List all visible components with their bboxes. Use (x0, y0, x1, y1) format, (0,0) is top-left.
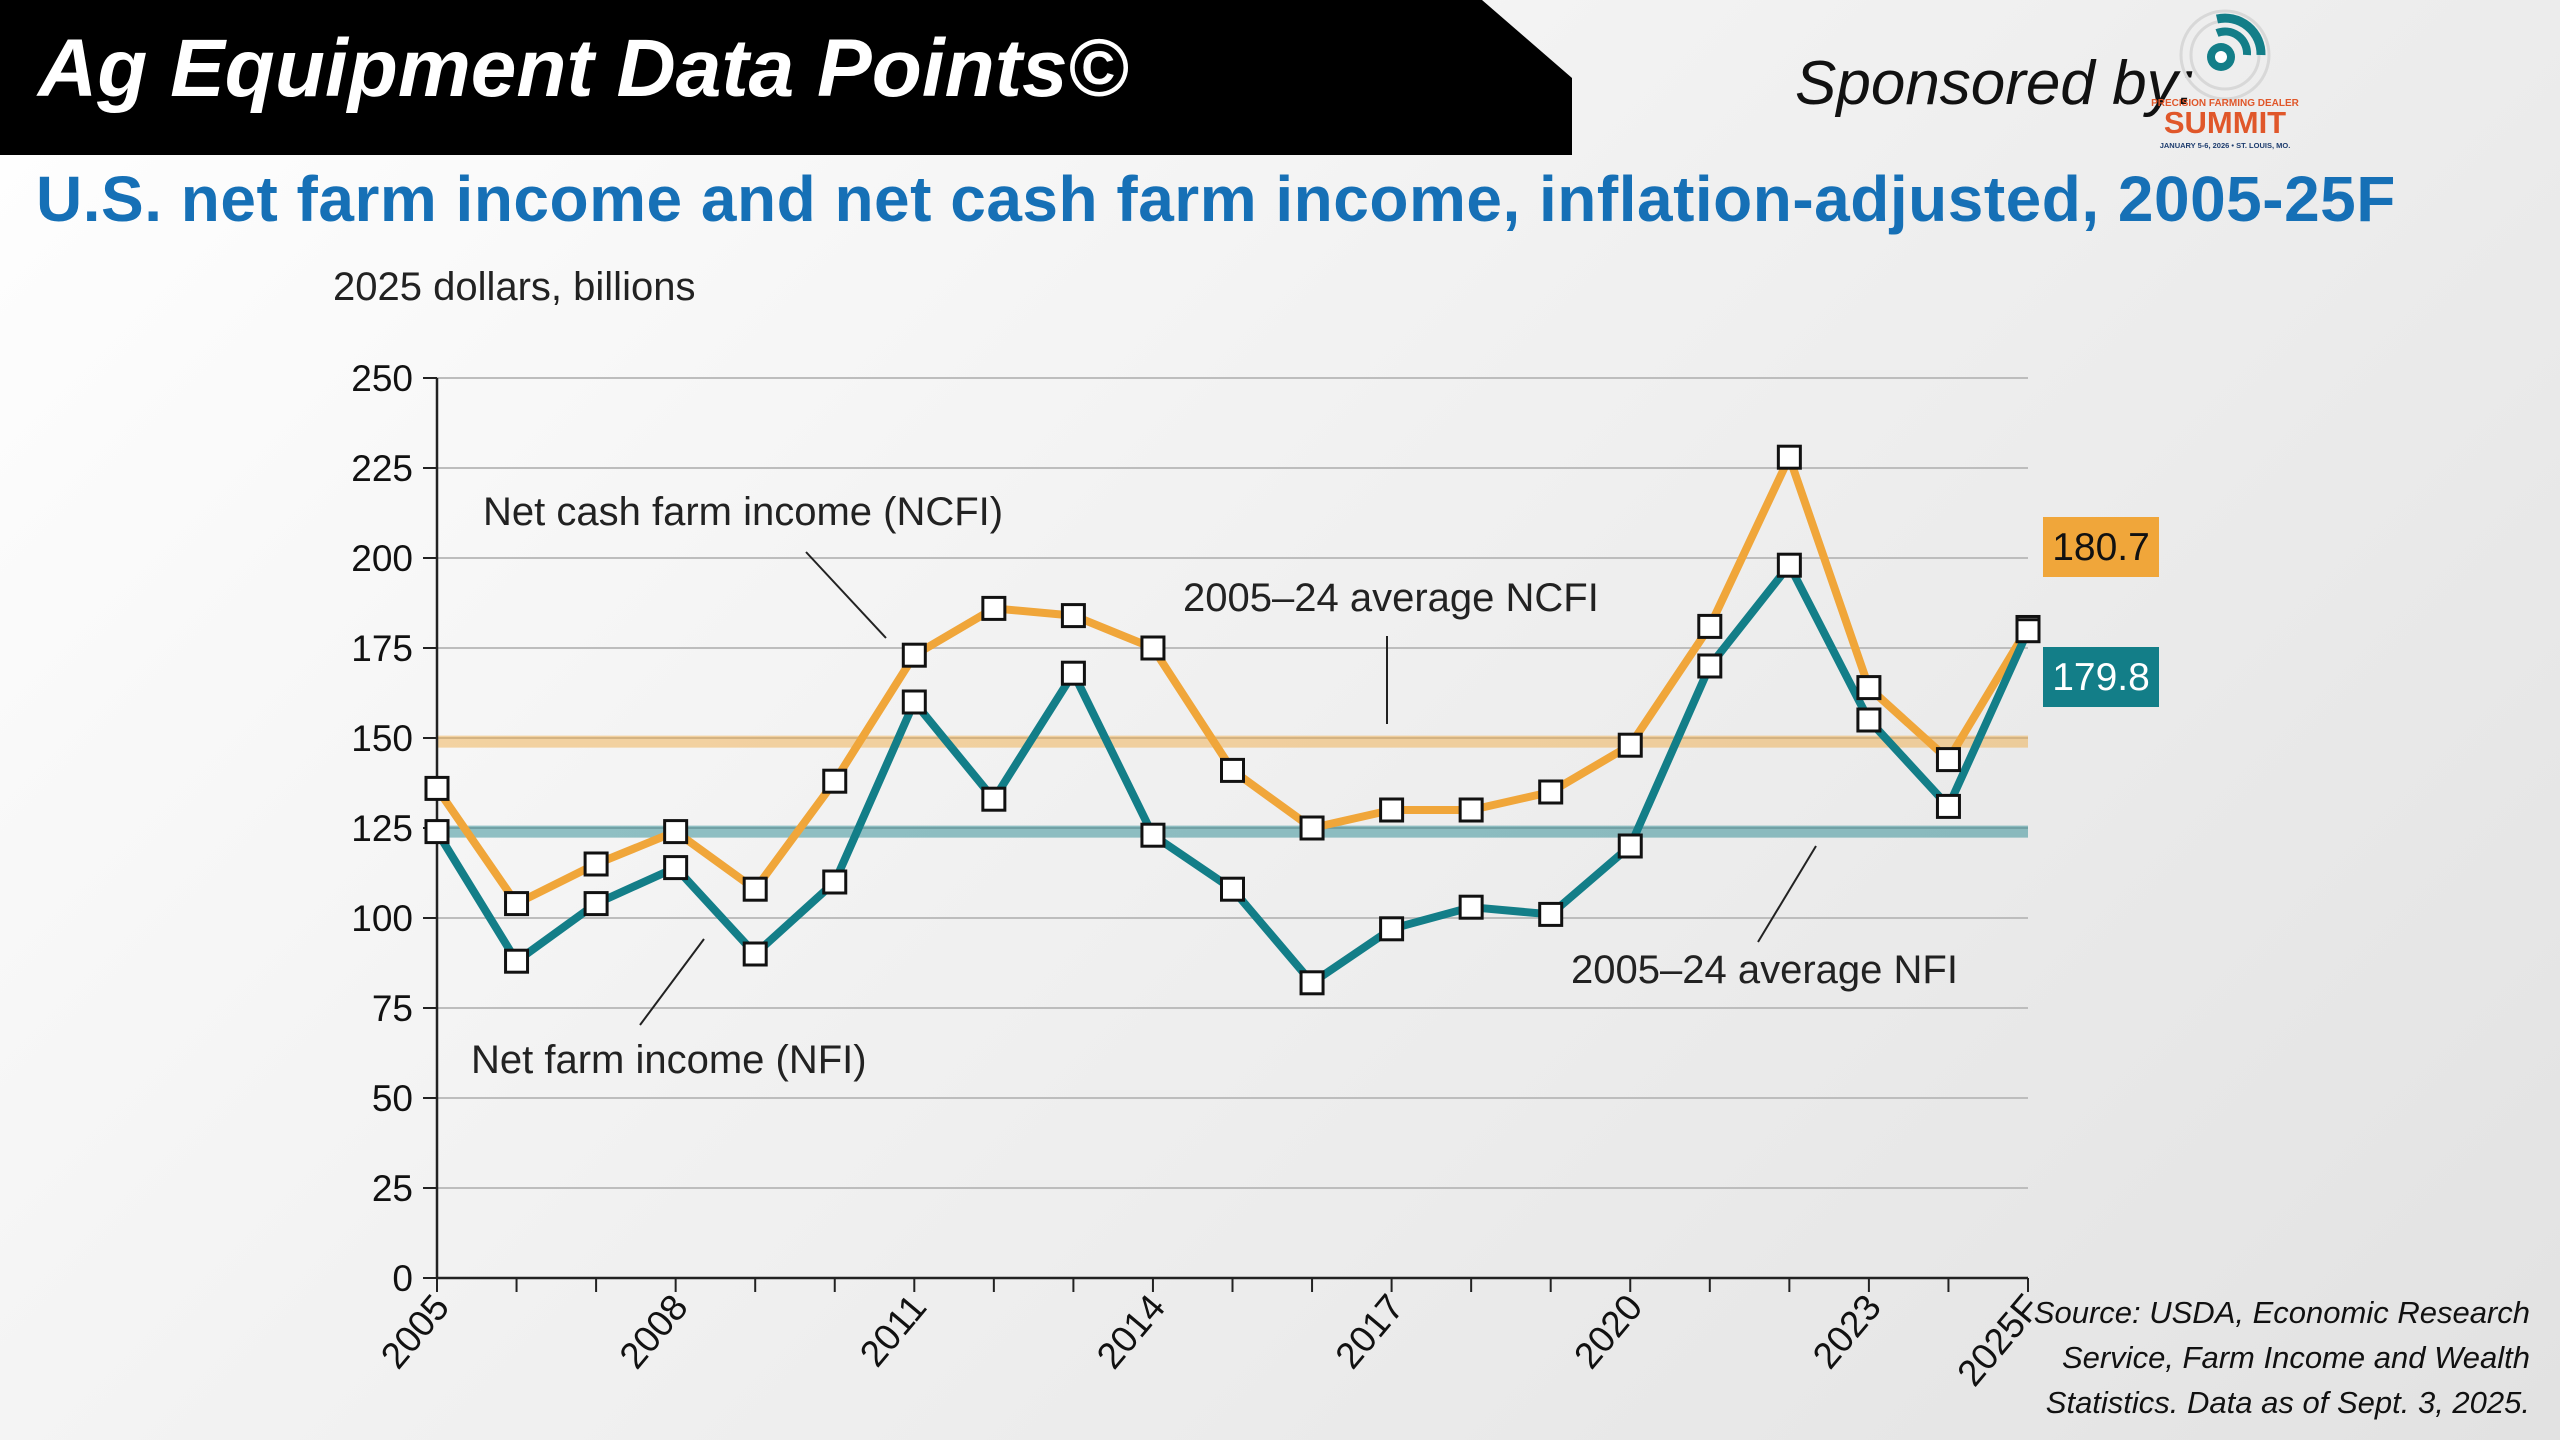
signal-icon (2179, 9, 2271, 101)
data-point-nfi (1220, 876, 1245, 902)
y-tick-label: 150 (351, 718, 413, 759)
data-point-nfi (1379, 916, 1405, 942)
data-point-nfi (1299, 970, 1325, 996)
end-label-nfi-box: 179.8 (2043, 647, 2159, 707)
data-point-ncfi (583, 851, 609, 877)
gridlines (437, 377, 2028, 1189)
data-point-ncfi (1220, 757, 1245, 783)
reference-lines (437, 735, 2028, 838)
y-tick-label: 125 (351, 808, 413, 849)
reference-label-nfi: 2005–24 average NFI (1571, 948, 1958, 992)
sponsor-logo-line3: JANUARY 5-6, 2026 • ST. LOUIS, MO. (2160, 141, 2291, 150)
y-tick-label: 100 (351, 898, 413, 939)
data-point-nfi (742, 941, 768, 967)
data-point-nfi (901, 689, 927, 715)
data-point-nfi (424, 819, 450, 845)
x-tick-label: 2014 (1089, 1287, 1173, 1376)
data-point-nfi (1856, 707, 1882, 733)
data-point-ncfi (1299, 815, 1325, 841)
end-label-ncfi-box: 180.7 (2043, 517, 2159, 577)
data-point-ncfi (1697, 613, 1723, 639)
sponsor-label: Sponsored by: (1795, 49, 2195, 118)
chart-title: U.S. net farm income and net cash farm i… (36, 163, 2396, 235)
data-point-ncfi (981, 595, 1007, 621)
end-labels: 180.7 179.8 (2043, 517, 2159, 707)
y-tick-label: 175 (351, 628, 413, 669)
leader-line (639, 938, 705, 1026)
data-point-ncfi (1776, 444, 1802, 470)
x-tick-label: 2011 (852, 1287, 935, 1374)
annotations: Net cash farm income (NCFI) Net farm inco… (471, 490, 1958, 1082)
y-tick-label: 225 (351, 448, 413, 489)
end-label-ncfi: 180.7 (2052, 526, 2150, 569)
data-point-nfi (2015, 618, 2041, 644)
data-point-nfi (504, 948, 530, 974)
data-point-nfi (1538, 901, 1564, 927)
leader-line (1757, 845, 1817, 943)
header-title: Ag Equipment Data Points© (38, 23, 1129, 114)
data-point-nfi (1935, 793, 1961, 819)
data-point-nfi (822, 869, 848, 895)
data-point-ncfi (1538, 779, 1564, 805)
x-tick-label: 2020 (1566, 1287, 1650, 1376)
end-label-nfi-bg (2043, 647, 2159, 707)
data-point-ncfi (901, 642, 927, 668)
data-point-nfi (1140, 822, 1166, 848)
reference-label-ncfi: 2005–24 average NCFI (1183, 576, 1599, 620)
data-point-ncfi (504, 891, 530, 917)
data-point-ncfi (1458, 797, 1484, 823)
data-point-ncfi (1379, 797, 1405, 823)
data-point-nfi (1458, 894, 1484, 920)
series-label-ncfi: Net cash farm income (NCFI) (483, 490, 1003, 534)
data-point-nfi (1060, 660, 1086, 686)
sponsor-logo[interactable]: PRECISION FARMING DEALER SUMMIT JANUARY … (2125, 5, 2325, 155)
x-tick-label: 2023 (1805, 1287, 1889, 1376)
data-point-nfi (583, 891, 609, 917)
y-axis-label: 2025 dollars, billions (333, 265, 695, 309)
x-tick-label: 2005 (373, 1287, 457, 1376)
sponsor-logo-line1: PRECISION FARMING DEALER (2151, 98, 2300, 109)
data-point-ncfi (424, 775, 450, 801)
series (424, 444, 2041, 996)
x-tick-label: 2008 (611, 1287, 695, 1376)
data-point-nfi (981, 786, 1007, 812)
x-tick-label: 2017 (1327, 1287, 1411, 1376)
source-note: Source: USDA, Economic Research Service,… (2033, 1295, 2530, 1420)
y-tick-label: 25 (372, 1168, 413, 1209)
data-point-ncfi (1060, 603, 1086, 629)
data-point-ncfi (1935, 747, 1961, 773)
leader-line (805, 551, 887, 639)
y-tick-label: 200 (351, 538, 413, 579)
data-point-ncfi (663, 819, 689, 845)
sponsor-logo-line2: SUMMIT (2164, 105, 2286, 140)
data-point-nfi (663, 855, 689, 881)
y-tick-label: 0 (392, 1258, 413, 1299)
data-point-nfi (1697, 653, 1723, 679)
data-point-ncfi (1140, 635, 1166, 661)
end-label-ncfi-bg (2043, 517, 2159, 577)
header-bar (0, 0, 1572, 155)
data-point-ncfi (1856, 675, 1882, 701)
end-label-nfi: 179.8 (2052, 656, 2150, 699)
y-tick-label: 50 (372, 1078, 413, 1119)
data-point-nfi (1776, 552, 1802, 578)
data-point-ncfi (1617, 732, 1643, 758)
series-label-nfi: Net farm income (NFI) (471, 1038, 867, 1082)
y-tick-label: 250 (351, 358, 413, 399)
y-tick-label: 75 (372, 988, 413, 1029)
data-point-nfi (1617, 833, 1643, 859)
data-point-ncfi (822, 768, 848, 794)
data-point-ncfi (742, 876, 768, 902)
